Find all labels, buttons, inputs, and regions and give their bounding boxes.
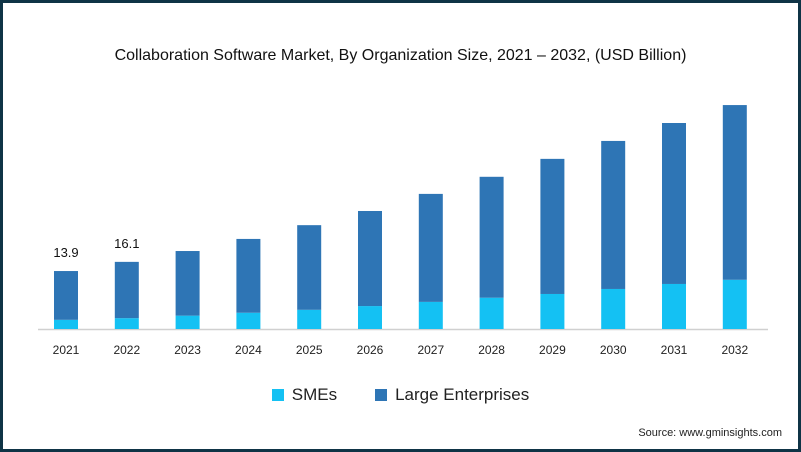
x-tick-label-2030: 2030 (600, 343, 627, 357)
data-label-2022: 16.1 (114, 236, 139, 251)
bar-smes-2023 (175, 315, 200, 329)
bar-smes-2027 (418, 301, 443, 329)
legend: SMEs Large Enterprises (3, 385, 798, 405)
chart-title: Collaboration Software Market, By Organi… (114, 47, 687, 64)
x-tick-label-2028: 2028 (478, 343, 505, 357)
legend-label-smes: SMEs (291, 385, 338, 404)
bar-large-enterprises-2023 (175, 251, 200, 316)
x-tick-label-2027: 2027 (417, 343, 444, 357)
legend-item-smes: SMEs (271, 385, 338, 405)
x-tick-label-2031: 2031 (661, 343, 688, 357)
bar-large-enterprises-2025 (297, 225, 322, 310)
bar-smes-2024 (236, 312, 261, 329)
x-tick-label-2032: 2032 (721, 343, 748, 357)
bar-large-enterprises-2031 (662, 123, 686, 284)
x-tick-label-2029: 2029 (539, 343, 566, 357)
bar-large-enterprises-2029 (540, 158, 565, 294)
bar-smes-2026 (358, 306, 382, 329)
bar-large-enterprises-2028 (479, 176, 504, 298)
bar-smes-2031 (662, 283, 686, 329)
bar-smes-2029 (540, 293, 565, 329)
bar-large-enterprises-2027 (418, 193, 443, 302)
data-label-2021: 13.9 (53, 245, 78, 260)
bar-smes-2022 (114, 318, 139, 329)
x-tick-label-2022: 2022 (113, 343, 140, 357)
legend-swatch-large-enterprises (375, 389, 388, 401)
bar-large-enterprises-2024 (236, 238, 261, 313)
x-tick-label-2024: 2024 (235, 343, 262, 357)
legend-swatch-smes (271, 389, 284, 401)
x-tick-label-2021: 2021 (53, 343, 80, 357)
stacked-bar-chart: 2021 13.9 2022 16.1 2023 2024 2025 2026 2027 2028… (38, 105, 768, 357)
x-tick-label-2023: 2023 (174, 343, 201, 357)
bar-large-enterprises-2030 (601, 140, 626, 289)
legend-item-large-enterprises: Large Enterprises (375, 385, 529, 405)
bar-smes-2025 (297, 309, 322, 329)
x-tick-label-2025: 2025 (296, 343, 323, 357)
bar-smes-2032 (722, 279, 747, 329)
bar-large-enterprises-2022 (114, 261, 139, 319)
bar-smes-2028 (479, 297, 504, 329)
bar-smes-2021 (54, 319, 78, 329)
x-tick-label-2026: 2026 (357, 343, 384, 357)
bar-large-enterprises-2032 (722, 105, 747, 280)
legend-label-large-enterprises: Large Enterprises (395, 385, 530, 404)
source-text: Source: www.gminsights.com (638, 427, 782, 439)
bar-smes-2030 (601, 288, 626, 329)
bar-large-enterprises-2021 (54, 271, 78, 320)
bar-large-enterprises-2026 (358, 210, 382, 307)
